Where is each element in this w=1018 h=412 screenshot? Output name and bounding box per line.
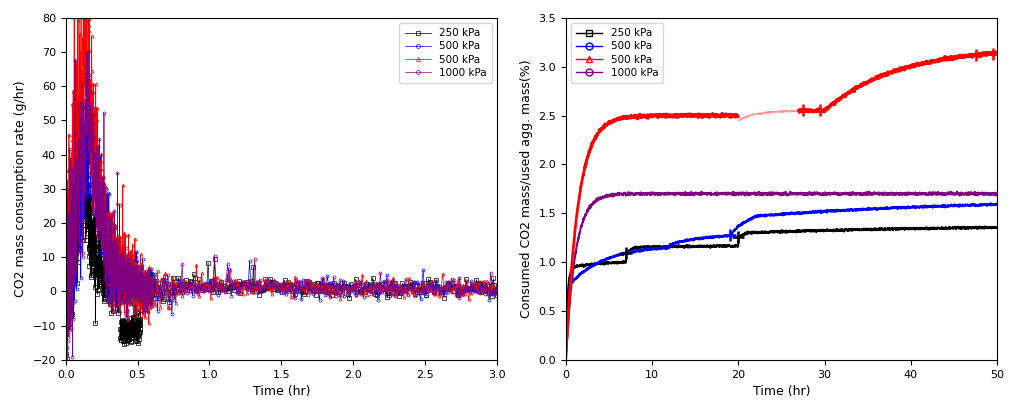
500 kPa bbox=[758, 213, 771, 218]
250 kPa bbox=[61, 357, 73, 362]
1000 kPa bbox=[581, 209, 593, 214]
250 kPa bbox=[978, 226, 991, 231]
Line: 250 kPa: 250 kPa bbox=[64, 131, 499, 361]
500 kPa bbox=[60, 243, 72, 248]
1000 kPa bbox=[491, 288, 503, 293]
500 kPa bbox=[491, 287, 503, 292]
250 kPa bbox=[899, 227, 911, 232]
500 kPa bbox=[984, 201, 997, 206]
250 kPa bbox=[560, 358, 572, 363]
500 kPa bbox=[135, 268, 148, 273]
250 kPa bbox=[73, 131, 86, 136]
1000 kPa bbox=[119, 300, 131, 304]
1000 kPa bbox=[62, 309, 74, 314]
Legend: 250 kPa, 500 kPa, 500 kPa, 1000 kPa: 250 kPa, 500 kPa, 500 kPa, 1000 kPa bbox=[399, 23, 492, 83]
1000 kPa bbox=[758, 192, 771, 197]
500 kPa bbox=[60, 346, 72, 351]
250 kPa bbox=[978, 225, 991, 230]
Line: 1000 kPa: 1000 kPa bbox=[64, 51, 499, 384]
500 kPa bbox=[491, 286, 503, 291]
500 kPa bbox=[60, 367, 72, 372]
Line: 500 kPa: 500 kPa bbox=[566, 204, 997, 360]
1000 kPa bbox=[108, 258, 120, 263]
1000 kPa bbox=[81, 111, 94, 116]
250 kPa bbox=[979, 224, 992, 229]
250 kPa bbox=[108, 291, 120, 296]
Line: 500 kPa: 500 kPa bbox=[64, 0, 499, 412]
1000 kPa bbox=[143, 274, 155, 279]
1000 kPa bbox=[978, 190, 991, 195]
250 kPa bbox=[81, 174, 94, 179]
500 kPa bbox=[119, 265, 131, 270]
500 kPa bbox=[143, 291, 155, 296]
250 kPa bbox=[991, 225, 1003, 230]
250 kPa bbox=[62, 266, 74, 271]
500 kPa bbox=[581, 266, 593, 271]
250 kPa bbox=[143, 277, 155, 282]
Y-axis label: Consumed CO2 mass/used agg. mass(%): Consumed CO2 mass/used agg. mass(%) bbox=[520, 60, 532, 318]
1000 kPa bbox=[81, 50, 94, 55]
500 kPa bbox=[62, 226, 74, 231]
500 kPa bbox=[899, 206, 911, 211]
500 kPa bbox=[62, 208, 74, 213]
500 kPa bbox=[108, 250, 120, 255]
1000 kPa bbox=[978, 191, 991, 196]
250 kPa bbox=[758, 230, 771, 235]
500 kPa bbox=[560, 358, 572, 363]
500 kPa bbox=[143, 290, 155, 295]
1000 kPa bbox=[560, 356, 572, 361]
1000 kPa bbox=[900, 192, 912, 197]
1000 kPa bbox=[60, 320, 72, 325]
500 kPa bbox=[81, 82, 94, 87]
Y-axis label: CO2 mass consumption rate (g/hr): CO2 mass consumption rate (g/hr) bbox=[14, 81, 26, 297]
1000 kPa bbox=[784, 189, 796, 194]
500 kPa bbox=[978, 202, 991, 207]
Line: 500 kPa: 500 kPa bbox=[64, 83, 499, 350]
X-axis label: Time (hr): Time (hr) bbox=[752, 385, 810, 398]
250 kPa bbox=[135, 274, 148, 279]
250 kPa bbox=[581, 262, 593, 267]
500 kPa bbox=[119, 233, 131, 238]
500 kPa bbox=[991, 201, 1003, 206]
Line: 250 kPa: 250 kPa bbox=[566, 227, 997, 360]
250 kPa bbox=[770, 229, 782, 234]
1000 kPa bbox=[135, 292, 148, 297]
Line: 1000 kPa: 1000 kPa bbox=[566, 192, 997, 358]
500 kPa bbox=[135, 307, 148, 311]
500 kPa bbox=[108, 272, 120, 277]
250 kPa bbox=[60, 234, 72, 239]
1000 kPa bbox=[991, 191, 1003, 196]
250 kPa bbox=[119, 319, 131, 324]
X-axis label: Time (hr): Time (hr) bbox=[252, 385, 310, 398]
500 kPa bbox=[81, 133, 94, 138]
500 kPa bbox=[770, 212, 782, 217]
500 kPa bbox=[978, 201, 991, 206]
1000 kPa bbox=[60, 380, 72, 385]
Legend: 250 kPa, 500 kPa, 500 kPa, 1000 kPa: 250 kPa, 500 kPa, 500 kPa, 1000 kPa bbox=[571, 23, 664, 83]
500 kPa bbox=[81, 63, 94, 68]
250 kPa bbox=[491, 293, 503, 297]
1000 kPa bbox=[770, 191, 782, 196]
